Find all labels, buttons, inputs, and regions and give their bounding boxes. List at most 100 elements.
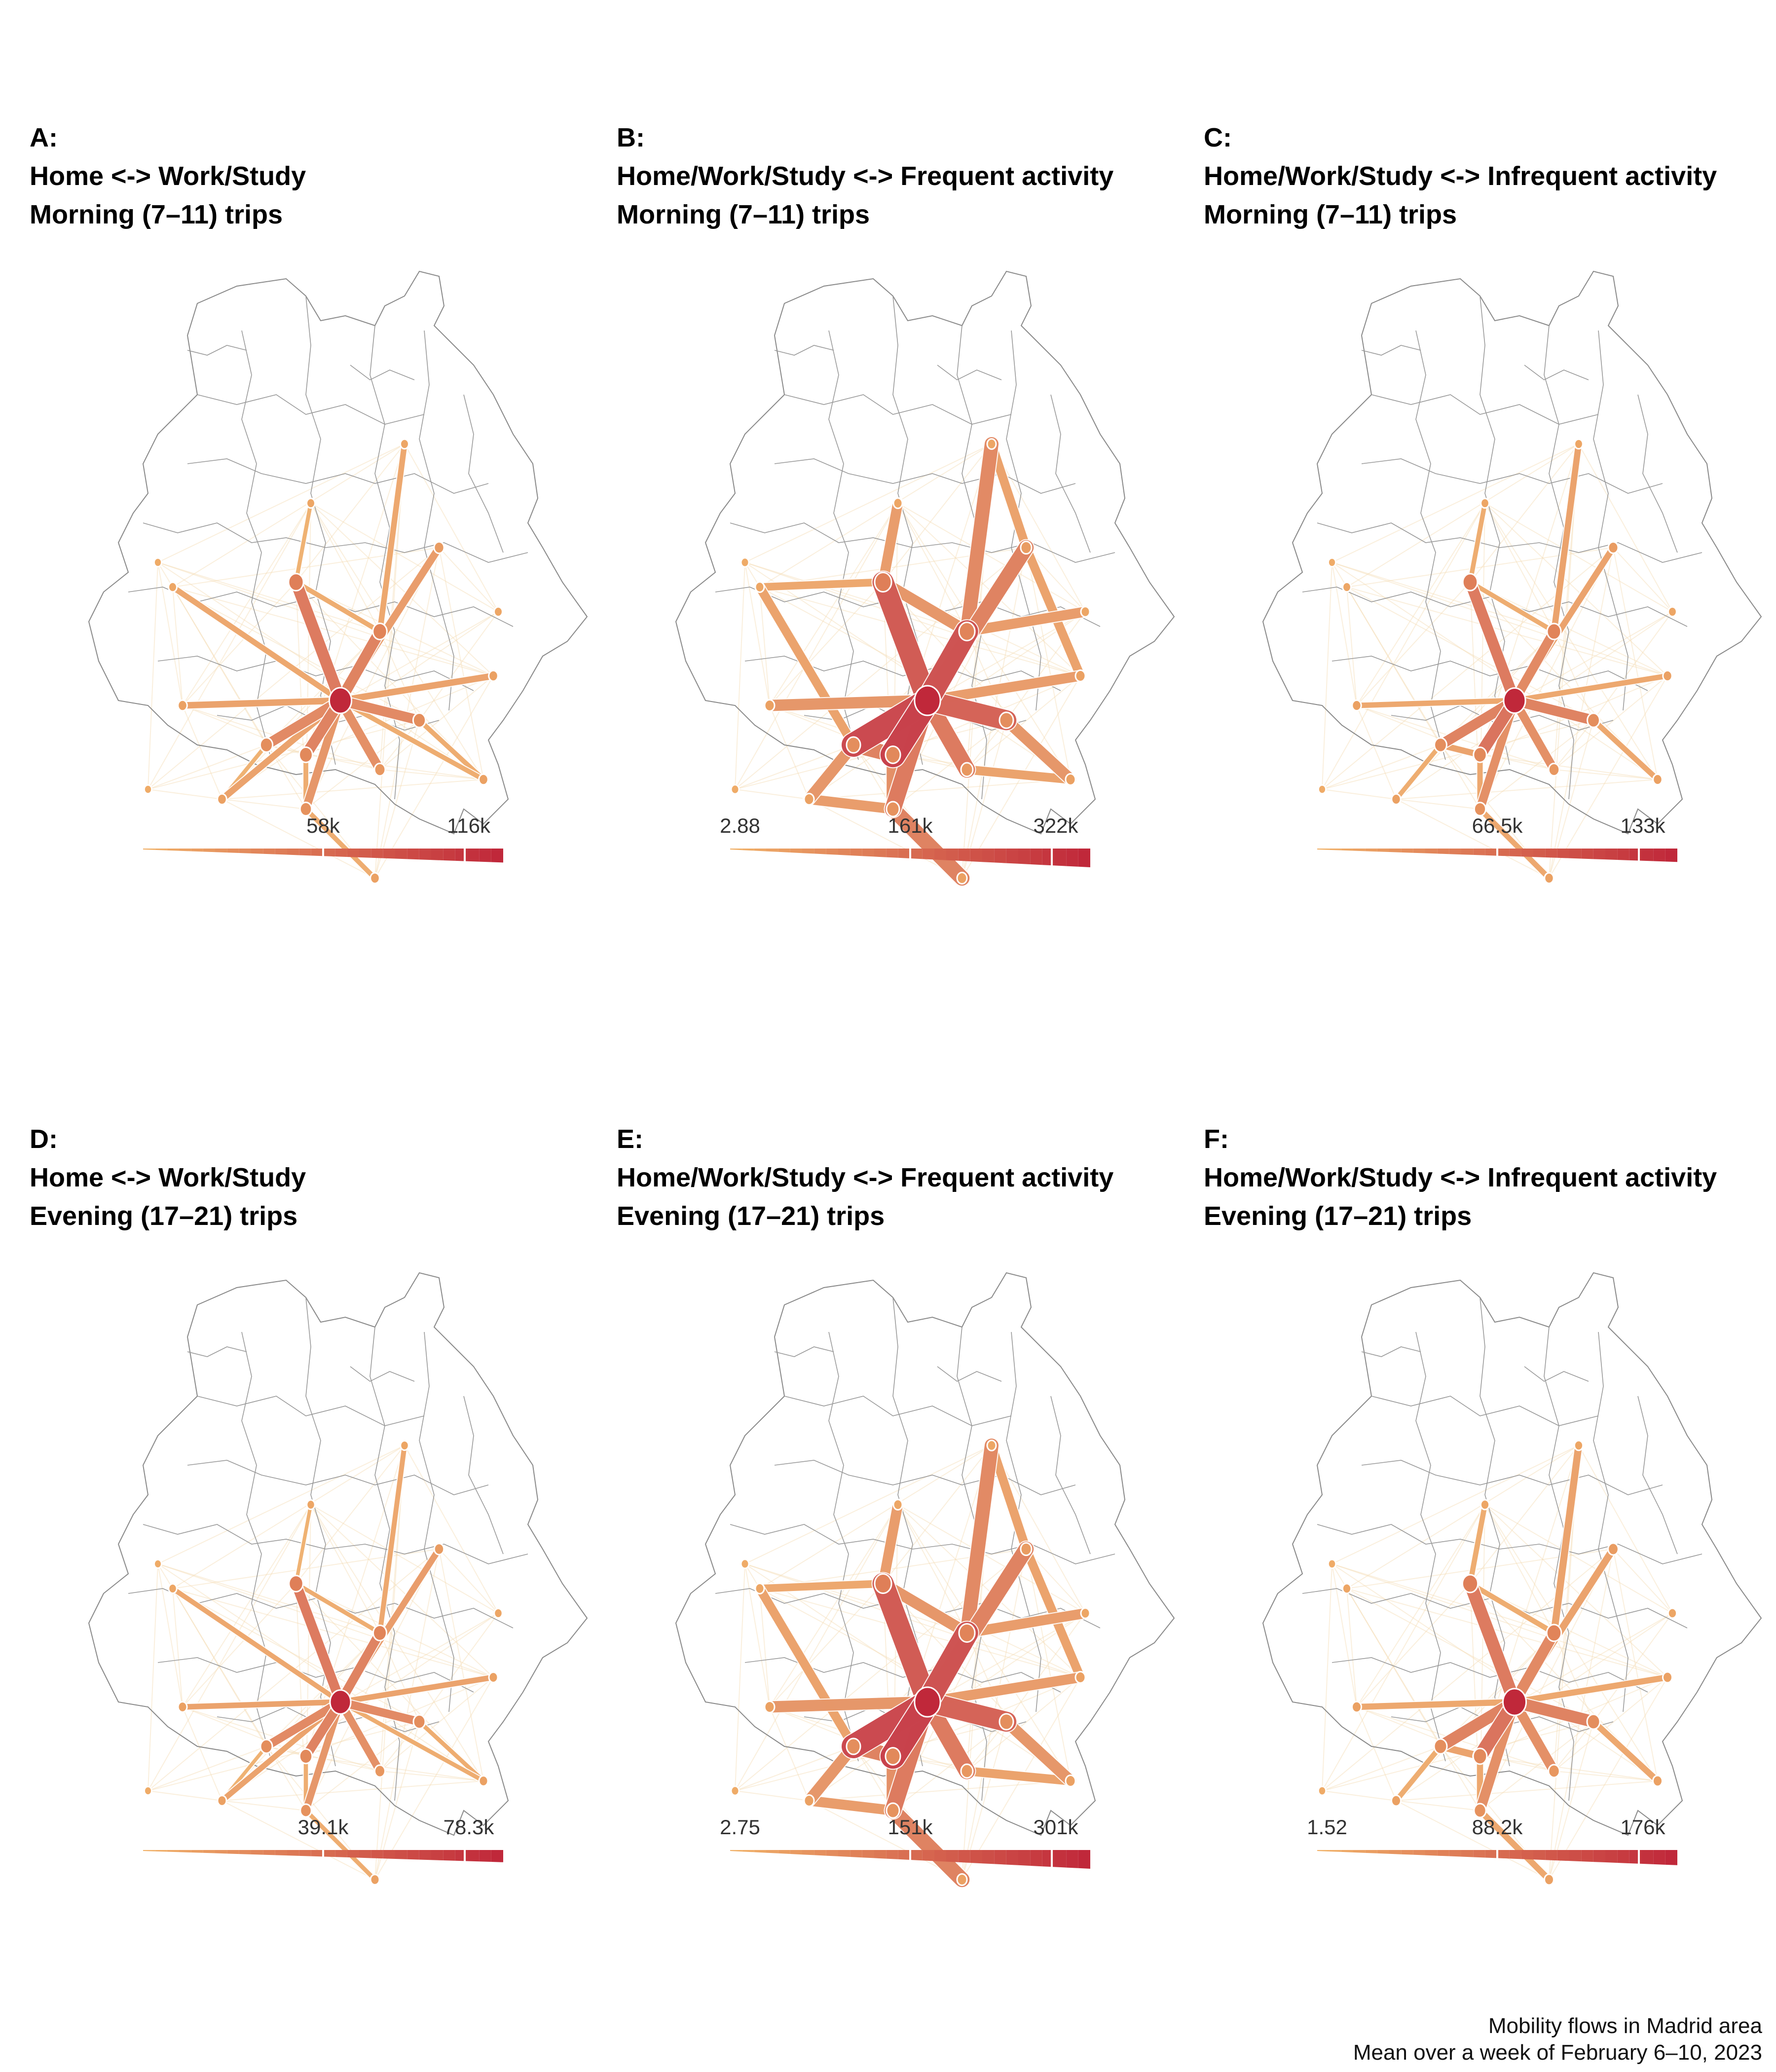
flow-line [1484, 1504, 1658, 1781]
flow-line [1356, 582, 1471, 706]
flow-line [157, 1563, 183, 1707]
district-border [774, 458, 1076, 494]
flow-line [1356, 1504, 1485, 1707]
flow-line [294, 501, 313, 585]
hub-node [329, 1689, 352, 1715]
legend-gradient-segment [1545, 1850, 1557, 1861]
legend-gradient-segment [443, 849, 455, 861]
flow-line [439, 547, 484, 780]
legend-gradient-segment [359, 1850, 371, 1858]
flow-line [759, 587, 1081, 676]
flow-line [962, 1608, 1091, 1638]
municipality-node [754, 1583, 765, 1594]
panel-d: D: Home <-> Work/Study Evening (17–21) t… [30, 1120, 612, 1909]
hub-node [1503, 687, 1526, 714]
legend-gradient-segment [1473, 849, 1485, 855]
legend-gradient-segment [467, 1850, 480, 1862]
flow-lines [169, 440, 498, 882]
hub-node [914, 685, 941, 716]
municipality-node [478, 1775, 489, 1787]
legend-gradient-segment [886, 849, 898, 858]
flow-line [374, 444, 405, 879]
legend-gradient-segment [862, 849, 874, 857]
legend-gradient-segment [1341, 849, 1353, 851]
legend-gradient-segment [910, 1850, 923, 1861]
panel-time-window: Morning (7–11) trips [30, 200, 283, 229]
flow-line [759, 1445, 992, 1589]
panel-b: B: Home/Work/Study <-> Frequent activity… [617, 118, 1199, 908]
caption-title: Mobility flows in Madrid area [1488, 2014, 1762, 2038]
flow-line [987, 1441, 1031, 1554]
panel-title: E: Home/Work/Study <-> Frequent activity… [617, 1120, 1113, 1235]
municipality-node [1434, 737, 1447, 753]
legend-gradient-segment [155, 1850, 167, 1852]
municipality-node [1548, 1764, 1560, 1778]
flow-line [735, 1790, 810, 1801]
legend-gradient-segment [347, 1850, 359, 1858]
municipality-node [1546, 1624, 1562, 1642]
flow-line [1356, 1583, 1471, 1707]
flow-line [172, 444, 405, 588]
legend-gradient-segment [898, 849, 910, 858]
hub-node [914, 1686, 941, 1718]
legend-gradient-segment [838, 849, 851, 855]
municipality-node [960, 1763, 974, 1779]
legend-gradient-segment [203, 1850, 215, 1853]
flow-line [1510, 627, 1559, 705]
flow-line [148, 562, 158, 790]
municipality-node [1473, 746, 1487, 763]
legend-gradient-segment [1509, 849, 1521, 857]
flow-line [305, 754, 484, 780]
flow-line [182, 503, 311, 706]
legend-gradient-segment [239, 1850, 251, 1854]
legend-gradient-segment [946, 1850, 959, 1862]
flow-line [182, 705, 222, 800]
flow-line [157, 562, 380, 632]
municipality-node [299, 801, 313, 817]
flow-line [759, 1588, 1081, 1678]
municipality-node [1461, 1574, 1479, 1593]
flow-line [962, 606, 1091, 637]
legend-gradient-segment [1593, 1850, 1605, 1863]
flow-line [960, 1439, 999, 1640]
flow-line [182, 582, 296, 706]
municipality-node [999, 1713, 1014, 1731]
legend-gradient-segment [1329, 1850, 1341, 1852]
flow-line [1464, 1577, 1521, 1708]
municipality-node [956, 1873, 968, 1887]
panel-letter: D: [30, 1124, 58, 1154]
municipality-node [958, 1623, 976, 1643]
legend-gradient-segment [1665, 849, 1677, 862]
flow-line [735, 1504, 898, 1791]
legend-gradient-segment [263, 1850, 275, 1855]
flow-line [1396, 1800, 1550, 1880]
legend-gradient-segment [778, 849, 790, 852]
municipality-node [493, 606, 503, 618]
legend-gradient-segment [371, 1850, 383, 1859]
flow-line [1332, 1445, 1579, 1564]
flow-line [296, 1583, 494, 1678]
legend-gradient-segment [1317, 849, 1330, 850]
flow-line [1332, 562, 1480, 810]
legend-gradient-segment [802, 849, 814, 854]
municipality-node [958, 622, 976, 641]
municipality-node [412, 712, 427, 729]
municipality-node [1543, 1873, 1555, 1886]
flow-line [310, 1504, 494, 1678]
flow-line [1578, 444, 1673, 612]
district-border [1361, 345, 1421, 356]
municipality-node [1662, 669, 1673, 682]
flow-line [170, 1586, 343, 1704]
flow-line [439, 547, 499, 612]
legend-gradient-segment [143, 1850, 155, 1851]
legend-gradient-segment [167, 1850, 179, 1852]
flow-line [769, 1583, 884, 1707]
region-outline [88, 270, 588, 835]
municipality-node [740, 557, 750, 568]
municipality-node [373, 1764, 386, 1778]
municipality-node [1587, 712, 1600, 728]
flow-line [962, 1767, 1075, 1785]
flow-line [1332, 1563, 1357, 1707]
legend-gradient-segment [491, 849, 503, 863]
flow-line [1554, 1721, 1594, 1772]
